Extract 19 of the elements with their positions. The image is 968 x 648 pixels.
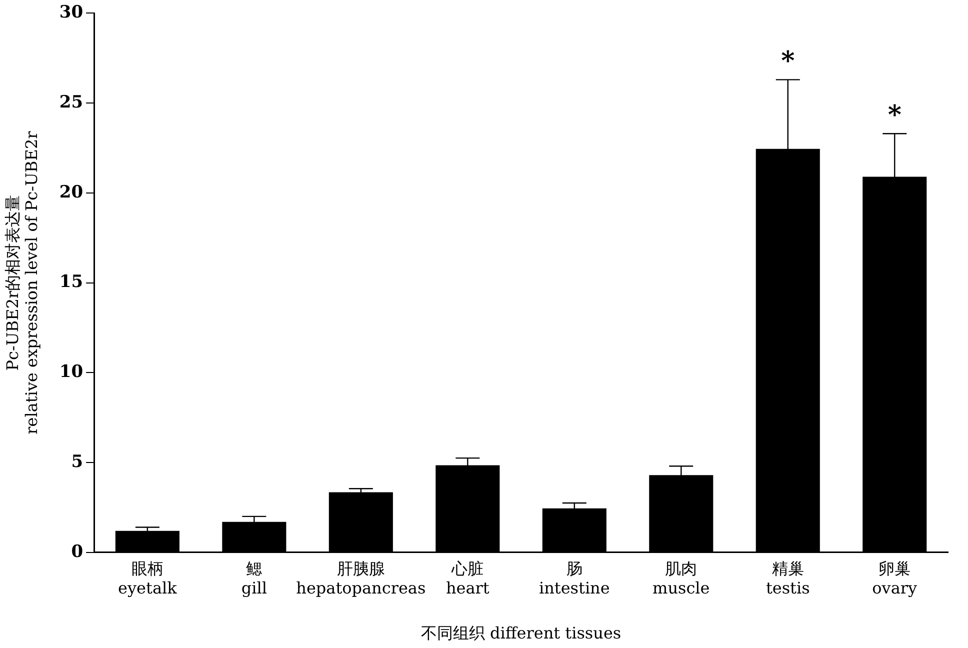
y-tick-label: 5	[71, 452, 84, 472]
x-tick-label: 眼柄 eyetalk	[118, 559, 178, 598]
x-axis-title: 不同组织 different tissues	[420, 624, 622, 643]
x-tick-label: 肠 intestine	[538, 559, 610, 598]
y-axis-title: Pc-UBE2r的相对表达量 relative expression level of Pc-UBE2r	[2, 130, 41, 434]
x-tick-label: 肝胰腺 hepatopancreas	[296, 559, 426, 598]
y-tick-label: 20	[59, 182, 84, 202]
x-tick-label: 卵巢 ovary	[872, 559, 918, 598]
x-tick-label: 肌肉 muscle	[652, 559, 710, 598]
annotation: *	[888, 100, 902, 130]
y-tick-label: 0	[71, 542, 84, 562]
y-tick-label: 30	[59, 2, 84, 23]
annotation: *	[781, 46, 796, 76]
y-tick-label: 10	[59, 362, 84, 382]
x-tick-label: 精巢 testis	[766, 559, 810, 598]
y-tick-label: 15	[59, 272, 84, 292]
x-tick-label: 心脏 heart	[446, 559, 490, 598]
x-tick-label: 鳃 gill	[241, 559, 267, 598]
y-tick-label: 25	[59, 92, 84, 112]
